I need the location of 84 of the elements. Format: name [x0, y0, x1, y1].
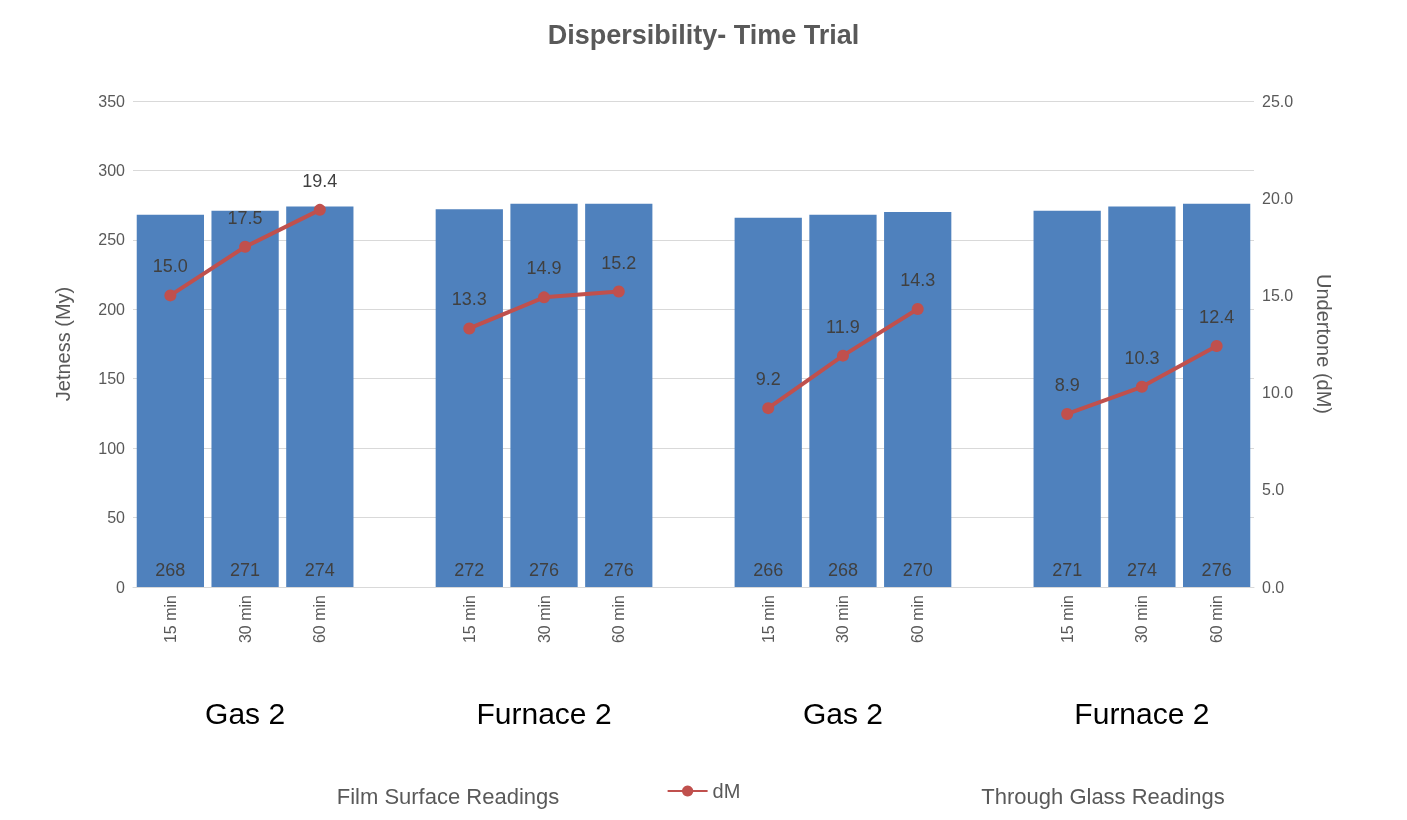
x-tick-label: 30 min	[834, 595, 852, 644]
y-tick-label: 150	[98, 370, 126, 388]
y-axis-title: Jetness (My)	[52, 286, 74, 402]
text: Gas 2	[205, 696, 286, 730]
data-label: 9.2	[755, 369, 781, 390]
data-label: 268	[155, 560, 186, 580]
bar	[734, 217, 802, 587]
bar	[136, 214, 204, 587]
x-tick-label: 60 min	[1208, 595, 1226, 644]
y2-tick-label: 20.0	[1262, 189, 1294, 207]
chart-title: Dispersibility- Time Trial	[547, 19, 860, 50]
x-tick-label: 60 min	[909, 595, 927, 644]
data-label: 8.9	[1054, 374, 1080, 395]
data-label: 15.2	[601, 252, 637, 273]
data-label: 10.3	[1124, 347, 1160, 368]
bar	[1033, 210, 1101, 587]
x-tick-label: 15 min	[1058, 595, 1076, 644]
point	[1061, 407, 1074, 420]
data-label: 11.9	[826, 316, 860, 337]
data-label: 276	[529, 560, 560, 580]
x-tick-label: 60 min	[311, 595, 329, 644]
y-tick-label: 250	[98, 231, 126, 249]
legend-label: dM	[712, 780, 741, 802]
bar	[1183, 203, 1251, 587]
data-label: 12.4	[1199, 306, 1235, 327]
point	[836, 349, 849, 362]
bar	[809, 214, 877, 587]
data-label: 268	[827, 560, 858, 580]
data-label: 13.3	[451, 289, 487, 310]
data-label: 276	[603, 560, 634, 580]
bar	[585, 203, 653, 587]
x-tick-label: 30 min	[535, 595, 553, 644]
data-label: 271	[230, 560, 261, 580]
bar	[510, 203, 578, 587]
data-label: 270	[902, 560, 933, 580]
text: Film Surface Readings	[336, 783, 560, 809]
point	[164, 289, 177, 302]
bar	[286, 206, 354, 587]
data-label: 19.4	[302, 170, 338, 191]
bar	[211, 210, 279, 587]
x-tick-label: 15 min	[759, 595, 777, 644]
point	[1210, 339, 1223, 352]
x-tick-label: 30 min	[236, 595, 254, 644]
y-tick-label: 0	[116, 578, 126, 596]
point	[1135, 380, 1148, 393]
bar	[435, 209, 503, 587]
bar	[884, 212, 952, 587]
data-label: 266	[753, 560, 784, 580]
y-tick-label: 350	[98, 92, 126, 110]
data-label: 274	[1126, 560, 1157, 580]
x-tick-label: 15 min	[460, 595, 478, 644]
point	[612, 285, 625, 298]
point	[911, 303, 924, 315]
y2-tick-label: 5.0	[1262, 481, 1285, 499]
point	[313, 203, 326, 216]
data-label: 272	[454, 560, 485, 580]
data-label: 15.0	[152, 256, 188, 277]
x-tick-label: 60 min	[610, 595, 628, 644]
x-tick-label: 15 min	[161, 595, 179, 644]
y2-tick-label: 0.0	[1262, 578, 1285, 596]
y2-tick-label: 10.0	[1262, 384, 1294, 402]
data-label: 271	[1052, 560, 1083, 580]
text: Furnace 2	[1074, 696, 1210, 730]
point	[239, 240, 252, 253]
y2-axis-title: Undertone (dM)	[1313, 273, 1335, 415]
data-label: 14.9	[526, 258, 562, 279]
text: Through Glass Readings	[981, 783, 1225, 809]
point	[463, 322, 476, 335]
y-tick-label: 200	[98, 300, 126, 318]
y2-tick-label: 25.0	[1262, 92, 1294, 110]
point	[762, 402, 775, 415]
x-tick-label: 30 min	[1133, 595, 1151, 644]
bar	[1108, 206, 1176, 587]
y-tick-label: 300	[98, 161, 126, 179]
y-tick-label: 100	[98, 439, 126, 457]
point	[538, 291, 551, 304]
y-tick-label: 50	[107, 509, 126, 527]
data-label: 274	[304, 560, 335, 580]
text: Furnace 2	[476, 696, 612, 730]
data-label: 14.3	[900, 270, 936, 291]
y2-tick-label: 15.0	[1262, 286, 1294, 304]
data-label: 276	[1201, 560, 1232, 580]
text: Gas 2	[802, 696, 883, 730]
data-label: 17.5	[227, 207, 263, 228]
